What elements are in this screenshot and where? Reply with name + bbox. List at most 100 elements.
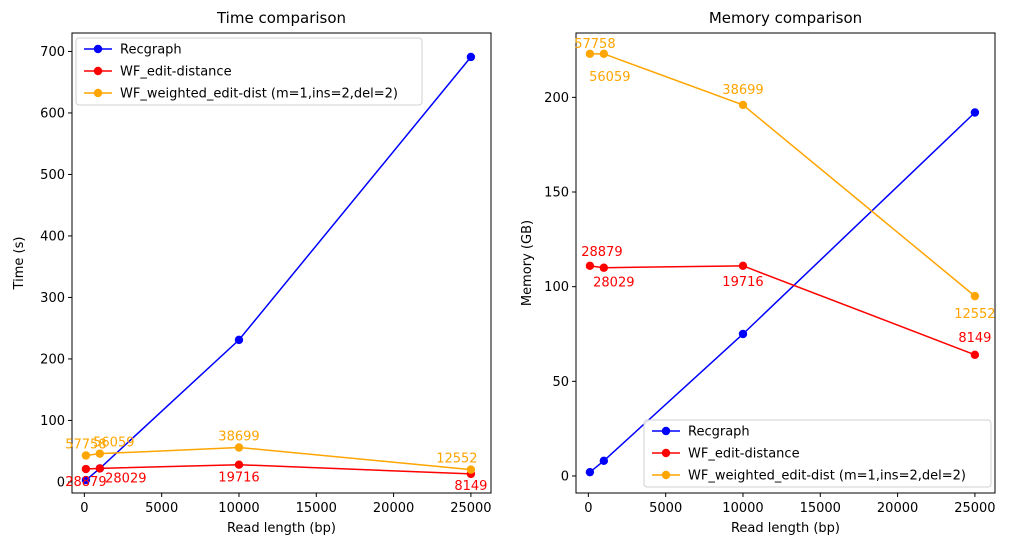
data-point	[81, 475, 91, 485]
legend: Recgraph WF_edit-distance WF_weighted_edit…	[75, 37, 423, 106]
legend-box	[75, 37, 423, 106]
series-line	[589, 111, 976, 473]
x-tick-label: 15000	[296, 501, 337, 516]
y-tick-label: 0	[561, 469, 569, 484]
x-tick-label: 25000	[954, 501, 995, 516]
data-point	[970, 108, 980, 117]
data-label: 28879	[65, 475, 106, 490]
x-tick-label: 10000	[218, 501, 259, 516]
legend-marker	[93, 88, 103, 98]
data-label: 28879	[581, 245, 622, 260]
data-point	[466, 52, 476, 62]
data-label: 56059	[589, 70, 630, 85]
y-tick-label: 700	[40, 45, 65, 60]
x-tick-label: 0	[584, 501, 592, 516]
data-point	[738, 100, 748, 110]
chart-title: Time comparison	[216, 9, 346, 27]
legend: Recgraph WF_edit-distance WF_weighted_edit…	[643, 419, 992, 488]
y-tick-label: 300	[40, 291, 65, 306]
legend-entry: WF_edit-distance	[688, 447, 800, 462]
y-tick-label: 0	[57, 475, 65, 490]
data-label: 19716	[722, 275, 763, 290]
y-tick-label: 500	[40, 168, 65, 183]
series-line	[85, 446, 471, 471]
data-label: 57758	[65, 437, 106, 452]
x-axis-label: Read length (bp)	[227, 521, 336, 536]
data-point	[599, 49, 609, 59]
data-label: 28029	[105, 471, 146, 486]
legend-entry: WF_weighted_edit-dist (m=1,ins=2,del=2)	[688, 469, 966, 484]
x-tick-label: 20000	[877, 501, 918, 516]
series-line	[589, 53, 976, 297]
y-tick-label: 200	[40, 352, 65, 367]
data-point	[585, 261, 595, 271]
y-axis-label: Memory (GB)	[520, 220, 535, 306]
legend-box	[643, 419, 992, 488]
legend-marker	[661, 426, 671, 436]
series-line	[85, 56, 472, 481]
data-label: 56059	[93, 436, 134, 451]
y-tick-label: 150	[544, 186, 569, 201]
data-point	[738, 261, 748, 271]
data-point	[234, 443, 244, 452]
legend-entry: WF_weighted_edit-dist (m=1,ins=2,del=2)	[120, 87, 398, 102]
data-point	[970, 291, 980, 301]
data-point	[95, 464, 105, 473]
series-0	[585, 108, 980, 477]
data-point	[585, 49, 595, 59]
data-label: 57758	[574, 37, 615, 52]
legend-entry: WF_edit-distance	[120, 65, 232, 80]
x-tick-label: 20000	[373, 501, 414, 516]
data-point	[95, 449, 105, 458]
series-0	[81, 52, 476, 485]
data-label: 38699	[722, 83, 763, 98]
data-point	[738, 329, 748, 339]
x-tick-label: 25000	[450, 501, 491, 516]
x-tick-label: 5000	[145, 501, 178, 516]
x-tick-label: 0	[80, 501, 88, 516]
y-tick-label: 50	[552, 375, 569, 390]
data-point	[599, 456, 609, 466]
data-label: 12552	[954, 307, 995, 322]
y-tick-label: 100	[40, 414, 65, 429]
y-tick-label: 100	[544, 280, 569, 295]
x-tick-label: 15000	[800, 501, 841, 516]
data-label: 8149	[454, 479, 487, 494]
legend-entry: Recgraph	[120, 43, 182, 58]
data-point	[234, 460, 244, 469]
data-label: 38699	[218, 429, 259, 444]
legend-marker	[661, 448, 671, 458]
data-label: 28029	[593, 276, 634, 291]
data-point	[585, 467, 595, 477]
chart-memory: Memory comparison 0 5000 10000 15000 20000 250…	[520, 9, 996, 536]
legend-marker	[93, 66, 103, 76]
y-axis-label: Time (s)	[12, 237, 27, 291]
data-point	[81, 451, 91, 460]
legend-marker	[93, 44, 103, 54]
series-line	[589, 265, 976, 356]
data-label: 19716	[218, 471, 259, 486]
axes-frame	[575, 32, 996, 494]
data-point	[970, 350, 980, 360]
x-axis-label: Read length (bp)	[731, 521, 840, 536]
data-point	[466, 465, 476, 474]
data-label: 8149	[958, 331, 991, 346]
series-1: 28879 28029 19716 8149	[581, 245, 991, 360]
y-tick-label: 600	[40, 106, 65, 121]
axes-frame	[71, 32, 492, 494]
data-point	[234, 335, 244, 345]
series-2: 57758 56059 38699 12552	[574, 37, 995, 322]
x-tick-label: 5000	[649, 501, 682, 516]
data-label: 12552	[436, 452, 477, 467]
legend-marker	[661, 470, 671, 480]
x-tick-label: 10000	[722, 501, 763, 516]
series-line	[85, 463, 471, 475]
y-tick-label: 200	[544, 91, 569, 106]
data-point	[599, 263, 609, 272]
data-point	[81, 464, 91, 474]
legend-entry: Recgraph	[688, 425, 750, 440]
